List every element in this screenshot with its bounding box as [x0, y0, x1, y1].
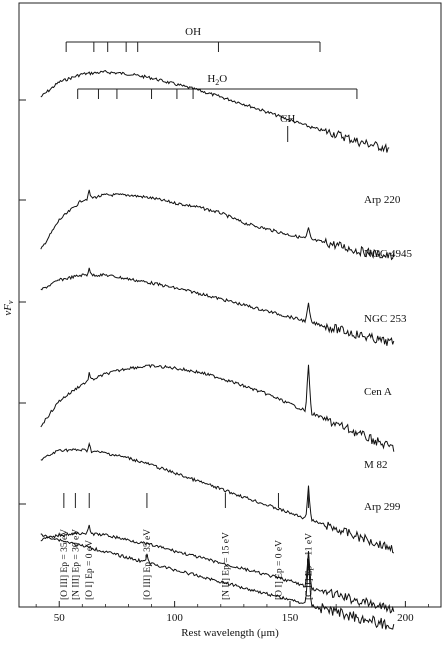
- x-tick-label-1: 100: [166, 612, 183, 624]
- fs-label-6: [C II] Ep = 11 eV: [304, 533, 314, 600]
- series-label-5: Arp 299: [364, 501, 401, 513]
- series-group: Arp 220 NGC 4945 NGC 253 Cen A M 82 Arp 299: [40, 70, 412, 630]
- series-label-0: Arp 220: [364, 194, 401, 206]
- spectrum-line-3: [40, 364, 395, 452]
- fs-label-1: [N III] Ep = 30 eV: [71, 529, 81, 600]
- spectrum-line-5: [40, 524, 395, 614]
- series-label-1: NGC 4945: [364, 248, 412, 260]
- spectrum-line-0: [40, 70, 390, 153]
- spectrum-line-4: [40, 441, 395, 554]
- x-axis-label: Rest wavelength (μm): [181, 627, 279, 639]
- x-axis-ticks: 50 100 150 200: [35, 601, 429, 624]
- fs-label-2: [O I] Ep = 0 eV: [85, 540, 95, 600]
- spectrum-line-2: [40, 267, 395, 346]
- plot-frame: [18, 2, 442, 608]
- molecule-label-0: OH: [185, 26, 201, 38]
- fine-structure-markers: [O III] Ep = 35 eV [N III] Ep = 30 eV [O I…: [60, 493, 314, 600]
- series-label-4: M 82: [364, 459, 388, 471]
- fs-label-3: [O III] Ep = 35 eV: [143, 529, 153, 600]
- series-label-3: Cen A: [364, 386, 392, 398]
- y-axis-ticks: [19, 99, 26, 505]
- x-tick-label-0: 50: [54, 612, 66, 624]
- spectrum-line-1: [40, 189, 395, 261]
- x-tick-label-2: 150: [282, 612, 299, 624]
- spectrum-line-5: [40, 533, 395, 630]
- series-label-2: NGC 253: [364, 313, 407, 325]
- y-axis-label: νFν: [2, 300, 15, 316]
- fs-label-5: [O I] Ep = 0 eV: [274, 540, 284, 600]
- fs-label-0: [O III] Ep = 35 eV: [60, 529, 70, 600]
- molecule-label-1: H2O: [207, 73, 227, 87]
- x-tick-label-3: 200: [397, 612, 414, 624]
- fs-label-4: [N II] Ep = 15 eV: [221, 532, 231, 600]
